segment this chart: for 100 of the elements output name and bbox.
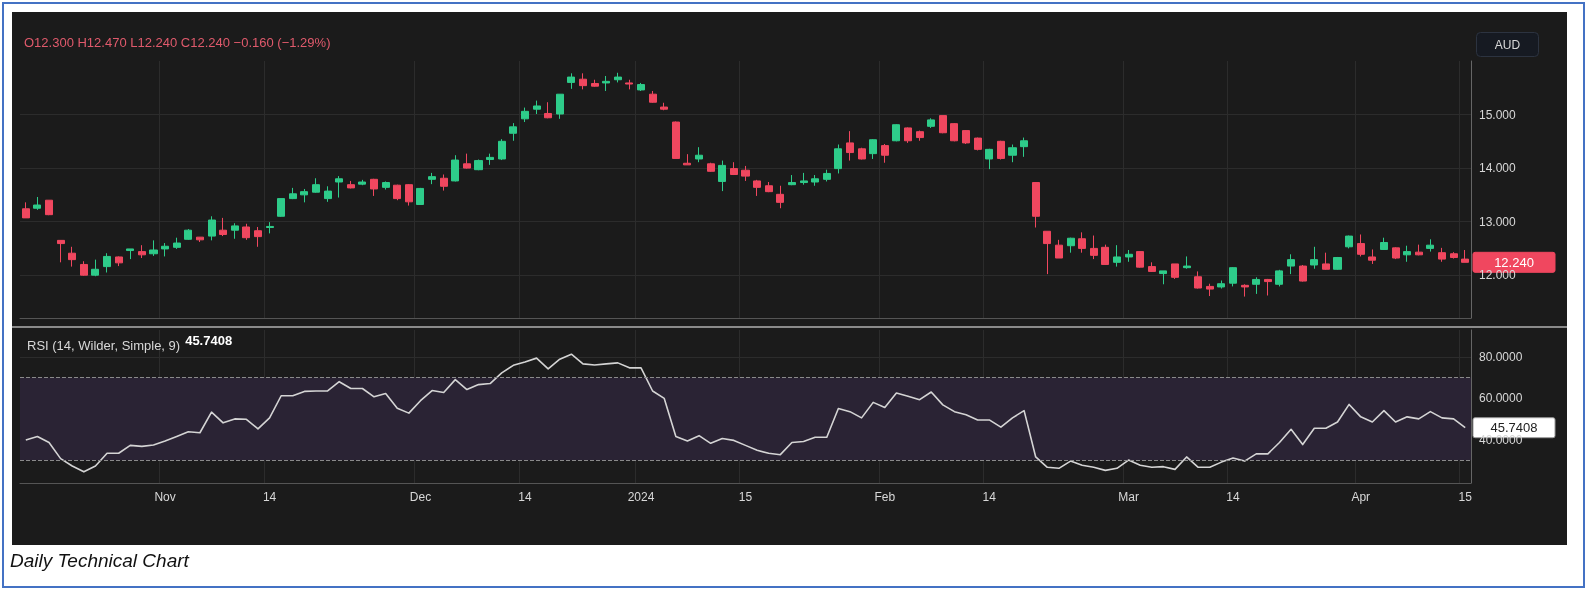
candlestick <box>579 72 587 90</box>
candlestick <box>289 187 297 200</box>
candlestick <box>1125 249 1133 263</box>
candlestick <box>741 165 750 182</box>
annotation: 45.7408 <box>185 333 233 348</box>
y-tick-label: 15.000 <box>1479 107 1517 122</box>
candlestick <box>1136 251 1144 269</box>
candlestick <box>1032 181 1040 229</box>
candlestick <box>974 137 982 151</box>
candlestick <box>208 215 216 241</box>
candlestick <box>196 236 204 243</box>
candlestick <box>881 143 889 164</box>
candlestick <box>1183 255 1191 270</box>
candlestick <box>718 160 726 192</box>
candlestick <box>126 248 134 260</box>
y-tick-label: 13.000 <box>1479 214 1517 229</box>
text: 12.240 <box>1494 254 1534 270</box>
candlestick <box>474 159 483 171</box>
candlestick <box>846 130 854 162</box>
candlestick <box>1275 269 1283 287</box>
candlestick <box>788 174 796 186</box>
x-tick-label: 15 <box>1458 490 1473 504</box>
candlestick <box>1438 247 1446 263</box>
candlestick <box>1264 278 1272 297</box>
candlestick <box>1055 239 1063 259</box>
candlestick <box>219 217 227 237</box>
candlestick <box>103 252 111 273</box>
candlestick <box>1148 261 1156 273</box>
candlestick <box>649 90 657 104</box>
candlestick <box>614 72 622 83</box>
text: AUD <box>1494 37 1521 52</box>
candlestick <box>335 175 343 199</box>
candlestick <box>602 75 610 92</box>
text: O12.300 H12.470 L12.240 C12.240 −0.160 (−1.29%) <box>24 35 331 50</box>
candlestick <box>68 246 76 268</box>
candlestick <box>1392 246 1400 260</box>
x-tick-label: 15 <box>738 490 753 504</box>
candlestick <box>1113 244 1121 268</box>
candlestick <box>358 179 366 186</box>
candlestick <box>533 100 541 115</box>
candlestick <box>834 144 842 174</box>
candlestick <box>91 259 99 277</box>
candlestick <box>869 138 877 160</box>
candlestick <box>324 185 332 203</box>
text: Daily Technical Chart <box>10 550 189 572</box>
candlestick <box>1078 231 1086 254</box>
candlestick <box>776 185 784 209</box>
x-tick-label: Mar <box>1118 490 1139 504</box>
candlestick <box>416 187 424 206</box>
candlestick <box>1450 251 1458 260</box>
candlestick <box>1415 244 1423 256</box>
candlestick <box>892 123 900 142</box>
x-tick-label: Apr <box>1351 490 1371 504</box>
candlestick <box>939 115 947 134</box>
candlestick <box>231 222 239 240</box>
candlestick <box>1357 233 1365 257</box>
y-tick-label: 60.0000 <box>1479 391 1523 406</box>
candlestick <box>1229 266 1237 287</box>
candlestick <box>463 153 471 170</box>
x-tick-label: 14 <box>518 490 532 504</box>
candlestick <box>1299 264 1307 283</box>
text: 45.7408 <box>1490 420 1538 436</box>
candlestick <box>858 147 866 161</box>
x-tick-label: 14 <box>1226 490 1241 504</box>
x-tick-label: 14 <box>262 490 277 504</box>
candlestick <box>660 102 668 111</box>
candlestick <box>1101 244 1109 266</box>
candlestick <box>382 180 390 190</box>
candlestick <box>1380 237 1388 251</box>
candlestick <box>1194 270 1202 290</box>
candlestick <box>1252 276 1260 295</box>
x-tick-label: Feb <box>874 490 896 504</box>
candlestick <box>1008 144 1017 163</box>
candlestick <box>950 122 958 142</box>
candlestick <box>1368 248 1376 265</box>
candlestick <box>300 188 308 203</box>
candlestick <box>1067 237 1075 254</box>
candlestick <box>1090 235 1098 260</box>
candlestick <box>149 239 158 257</box>
candlestick <box>115 255 123 267</box>
candlestick <box>1020 137 1028 158</box>
candlestick <box>625 79 633 90</box>
candlestick <box>521 107 529 123</box>
candlestick <box>823 169 831 182</box>
x-tick-label: Nov <box>154 490 176 504</box>
candlestick <box>730 161 738 176</box>
y-tick-label: 80.0000 <box>1479 349 1523 364</box>
candlestick <box>800 172 808 186</box>
candlestick <box>254 226 262 248</box>
candlestick <box>1310 246 1318 270</box>
candlestick <box>962 129 970 145</box>
candlestick <box>1241 283 1249 298</box>
candlestick <box>985 148 993 170</box>
x-tick-label: 14 <box>982 490 997 504</box>
candlestick <box>753 179 761 197</box>
candlestick <box>997 140 1005 161</box>
candlestick <box>509 122 517 142</box>
candlestick <box>393 184 401 201</box>
candlestick <box>1171 263 1179 280</box>
candlestick <box>672 121 680 159</box>
